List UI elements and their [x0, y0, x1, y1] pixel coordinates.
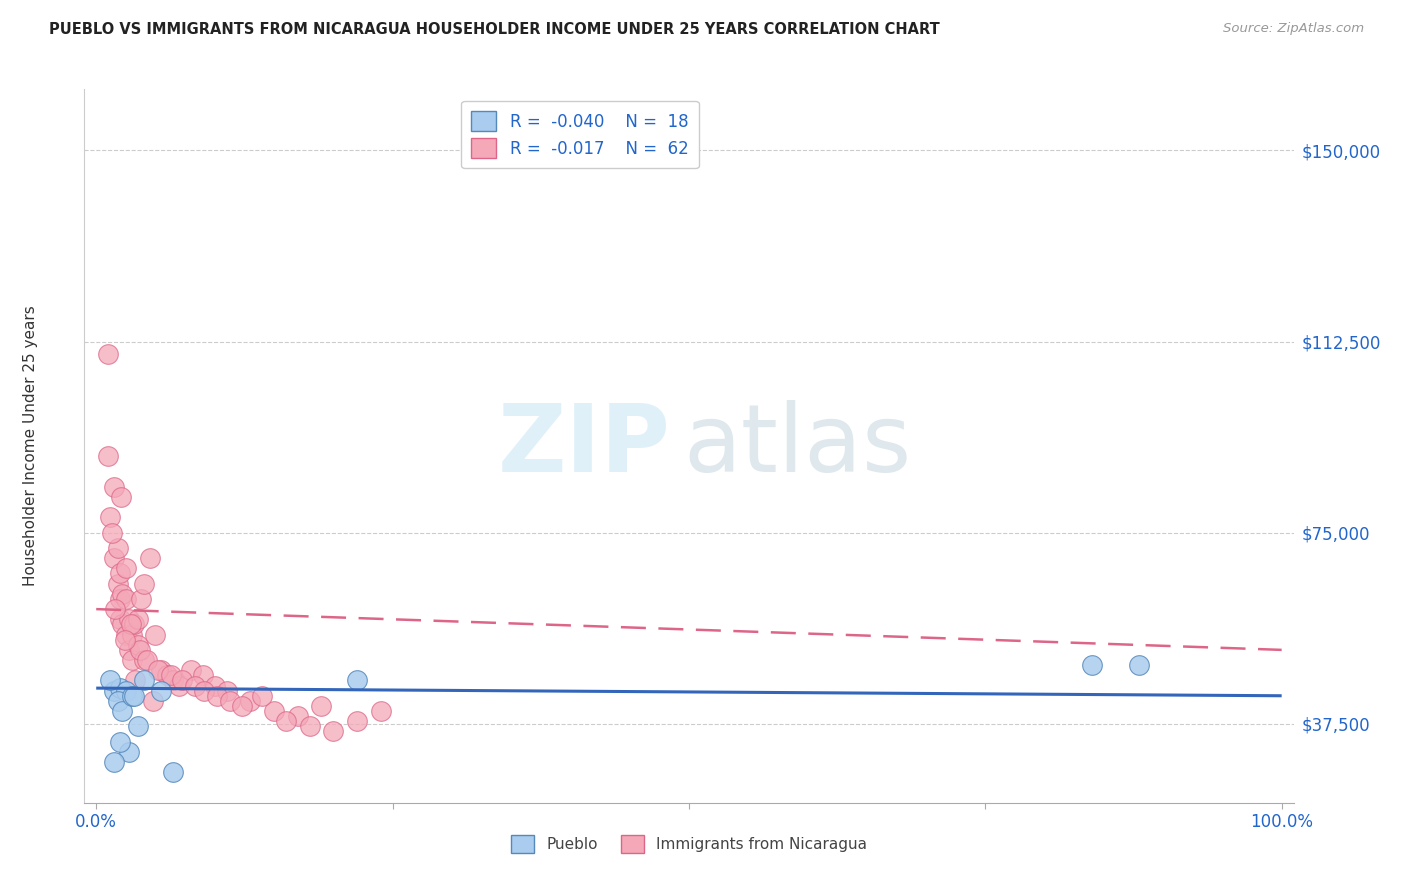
Point: [115, 561, 138, 575]
Point: [114, 632, 136, 647]
Point: [263, 704, 285, 718]
Point: [193, 683, 215, 698]
Point: [127, 638, 149, 652]
Point: [250, 689, 273, 703]
Point: [121, 627, 143, 641]
Point: [205, 689, 228, 703]
Point: [156, 668, 179, 682]
Text: Source: ZipAtlas.com: Source: ZipAtlas.com: [1223, 22, 1364, 36]
Point: [111, 587, 134, 601]
Point: [136, 653, 159, 667]
Point: [122, 617, 145, 632]
Point: [146, 663, 169, 677]
Point: [111, 704, 134, 718]
Point: [108, 591, 131, 606]
Point: [108, 681, 131, 695]
Point: [298, 719, 321, 733]
Point: [103, 683, 125, 698]
Point: [160, 668, 183, 682]
Point: [103, 551, 125, 566]
Point: [346, 673, 368, 688]
Point: [204, 679, 226, 693]
Point: [115, 591, 138, 606]
Point: [108, 566, 131, 581]
Text: Householder Income Under 25 years: Householder Income Under 25 years: [24, 306, 38, 586]
Point: [1081, 658, 1104, 673]
Point: [150, 663, 173, 677]
Point: [127, 719, 149, 733]
Point: [142, 694, 165, 708]
Point: [180, 663, 202, 677]
Point: [107, 694, 129, 708]
Point: [239, 694, 262, 708]
Point: [346, 714, 368, 729]
Point: [138, 551, 160, 566]
Point: [122, 689, 145, 703]
Point: [104, 602, 127, 616]
Point: [107, 541, 129, 555]
Point: [111, 617, 134, 632]
Point: [110, 490, 132, 504]
Point: [274, 714, 297, 729]
Point: [219, 694, 242, 708]
Point: [108, 612, 131, 626]
Point: [129, 643, 152, 657]
Point: [322, 724, 344, 739]
Point: [121, 689, 143, 703]
Point: [215, 683, 238, 698]
Point: [170, 673, 193, 688]
Point: [115, 627, 138, 641]
Point: [108, 734, 131, 748]
Point: [103, 480, 125, 494]
Point: [100, 673, 122, 688]
Point: [103, 755, 125, 769]
Point: [167, 679, 190, 693]
Point: [124, 673, 146, 688]
Point: [145, 627, 167, 641]
Point: [370, 704, 392, 718]
Point: [118, 745, 141, 759]
Point: [118, 612, 141, 626]
Point: [150, 683, 173, 698]
Point: [127, 612, 149, 626]
Point: [129, 591, 152, 606]
Text: PUEBLO VS IMMIGRANTS FROM NICARAGUA HOUSEHOLDER INCOME UNDER 25 YEARS CORRELATIO: PUEBLO VS IMMIGRANTS FROM NICARAGUA HOUS…: [49, 22, 941, 37]
Point: [162, 673, 184, 688]
Point: [107, 576, 129, 591]
Point: [191, 668, 214, 682]
Point: [100, 525, 122, 540]
Point: [100, 510, 122, 524]
Point: [162, 765, 184, 780]
Point: [132, 576, 155, 591]
Point: [1128, 658, 1150, 673]
Legend: Pueblo, Immigrants from Nicaragua: Pueblo, Immigrants from Nicaragua: [505, 829, 873, 859]
Point: [311, 698, 333, 713]
Point: [231, 698, 253, 713]
Point: [132, 653, 155, 667]
Text: ZIP: ZIP: [498, 400, 671, 492]
Text: atlas: atlas: [683, 400, 911, 492]
Point: [97, 449, 120, 463]
Point: [121, 653, 143, 667]
Point: [183, 679, 205, 693]
Point: [97, 347, 120, 361]
Point: [115, 683, 138, 698]
Point: [118, 643, 141, 657]
Point: [287, 709, 309, 723]
Point: [132, 673, 155, 688]
Point: [120, 617, 142, 632]
